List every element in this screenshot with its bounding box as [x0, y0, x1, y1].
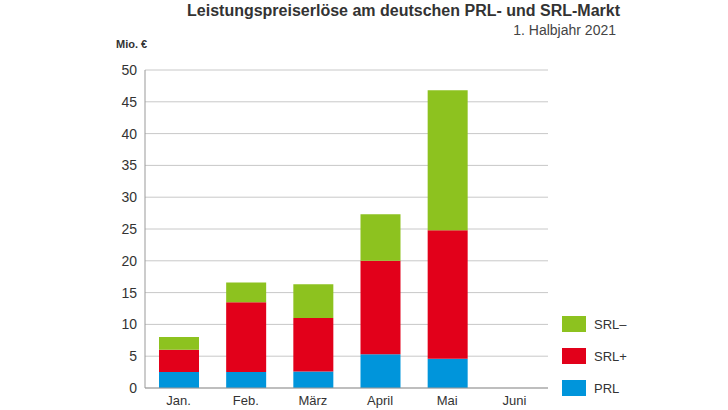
svg-text:15: 15 — [121, 285, 137, 301]
svg-text:0: 0 — [129, 380, 137, 396]
svg-text:Mai: Mai — [437, 393, 458, 408]
html-text:Leistungspreiserlöse am deutsc: Leistungspreiserlöse am deutschen PRL- u… — [187, 2, 620, 19]
html-text:1. Halbjahr 2021: 1. Halbjahr 2021 — [513, 22, 616, 38]
svg-text:10: 10 — [121, 316, 137, 332]
svg-text:5: 5 — [129, 348, 137, 364]
svg-text:Jan.: Jan. — [166, 393, 191, 408]
svg-text:45: 45 — [121, 94, 137, 110]
html-text:SRL+: SRL+ — [594, 348, 627, 364]
svg-text:20: 20 — [121, 253, 137, 269]
svg-text:April: April — [367, 393, 393, 408]
svg-text:40: 40 — [121, 126, 137, 142]
svg-text:März: März — [298, 393, 327, 408]
svg-text:50: 50 — [121, 62, 137, 78]
html-text:Mio. €: Mio. € — [116, 38, 148, 50]
svg-text:Feb.: Feb. — [233, 393, 259, 408]
svg-text:35: 35 — [121, 157, 137, 173]
svg-text:30: 30 — [121, 189, 137, 205]
html-text:PRL: PRL — [594, 380, 620, 396]
svg-text:25: 25 — [121, 221, 137, 237]
html-text:SRL–: SRL– — [594, 316, 627, 332]
svg-text:Juni: Juni — [502, 393, 526, 408]
